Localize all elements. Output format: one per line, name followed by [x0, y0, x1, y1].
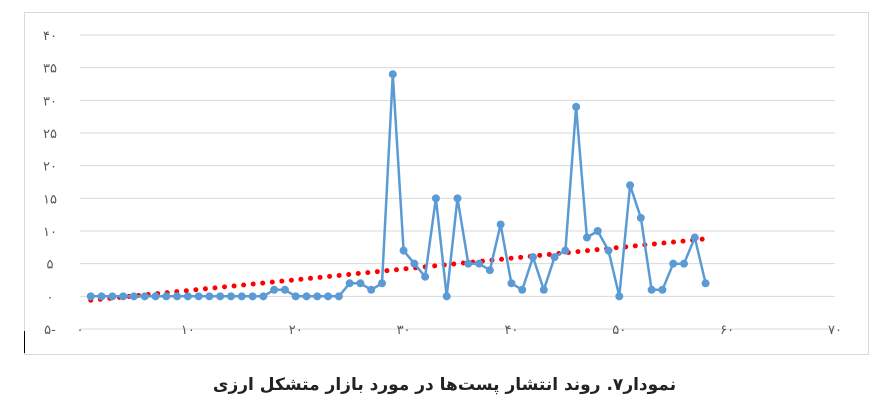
- data-point: [561, 246, 570, 255]
- y-tick-label: ۴۰: [43, 29, 57, 44]
- data-point: [669, 259, 678, 268]
- trendline: [88, 236, 709, 303]
- trendline-dotted: [88, 236, 709, 303]
- data-point: [410, 259, 419, 268]
- y-axis-ticks: ۵- ۰ ۵ ۱۰ ۱۵ ۲۰ ۲۵ ۳۰ ۳۵ ۴۰: [43, 29, 57, 338]
- x-tick-label: ۷۰: [828, 323, 842, 338]
- data-point: [388, 70, 397, 79]
- x-tick-label: ۳۰: [397, 323, 411, 338]
- x-tick-label: ۱۰: [181, 323, 195, 338]
- y-tick-label: ۲۰: [43, 160, 57, 175]
- data-point: [572, 102, 581, 111]
- data-point: [701, 279, 710, 288]
- data-point: [529, 253, 537, 262]
- data-point: [431, 194, 440, 203]
- x-axis-ticks: ۰ ۱۰ ۲۰ ۳۰ ۴۰ ۵۰ ۶۰ ۷۰: [77, 323, 842, 338]
- data-point: [636, 213, 645, 222]
- data-point: [140, 292, 149, 301]
- data-point: [119, 292, 128, 301]
- data-point: [582, 233, 591, 242]
- chart-frame: [24, 12, 869, 355]
- data-point: [485, 266, 494, 275]
- data-point: [86, 292, 95, 301]
- data-point: [690, 233, 699, 242]
- data-point: [680, 259, 688, 268]
- y-tick-label: ۳۰: [43, 94, 57, 109]
- y-tick-label: ۲۵: [43, 127, 57, 142]
- data-point: [442, 292, 451, 301]
- data-point: [507, 279, 516, 288]
- data-point: [475, 259, 484, 268]
- data-point: [334, 292, 343, 301]
- data-point: [367, 285, 376, 294]
- data-point: [496, 220, 505, 229]
- y-tick-label: ۵: [47, 258, 54, 273]
- y-tick-label: ۱۵: [43, 192, 57, 207]
- data-point: [270, 285, 279, 294]
- data-point: [604, 246, 613, 255]
- data-point: [399, 246, 408, 255]
- y-tick-label: ۰: [47, 290, 54, 305]
- data-point: [108, 292, 117, 301]
- data-point: [280, 285, 289, 294]
- x-tick-label: ۵۰: [612, 323, 626, 338]
- data-point: [647, 285, 656, 294]
- y-tick-label: ۱۰: [43, 225, 57, 240]
- data-point: [550, 253, 559, 262]
- data-point: [97, 292, 106, 301]
- x-tick-label: ۲۰: [289, 323, 303, 338]
- data-point: [464, 259, 473, 268]
- data-point: [453, 194, 462, 203]
- figure-caption: نمودار۷. روند انتشار پست‌ها در مورد بازا…: [212, 375, 677, 395]
- series-line: [90, 72, 707, 298]
- y-tick-label: ۳۵: [43, 62, 57, 77]
- data-point: [345, 279, 354, 288]
- data-point: [302, 292, 311, 301]
- data-point: [539, 285, 548, 294]
- data-point: [313, 292, 322, 301]
- x-tick-label: ۰: [77, 323, 84, 338]
- data-point: [356, 279, 365, 288]
- data-point: [129, 292, 138, 301]
- gridlines: [80, 34, 835, 330]
- data-point: [162, 292, 171, 301]
- data-point: [194, 292, 203, 301]
- data-point: [259, 292, 268, 301]
- data-point: [615, 292, 624, 301]
- data-point: [151, 292, 160, 301]
- data-point: [378, 279, 386, 288]
- data-point: [183, 292, 192, 301]
- data-point: [227, 292, 235, 301]
- data-point: [291, 292, 300, 301]
- data-point: [248, 292, 257, 301]
- data-point: [324, 292, 333, 301]
- data-point: [626, 181, 635, 190]
- text-cursor: [24, 331, 25, 353]
- x-tick-label: ۴۰: [504, 323, 518, 338]
- data-point: [173, 292, 182, 301]
- data-point: [518, 285, 527, 294]
- data-series: [86, 70, 710, 301]
- x-tick-label: ۶۰: [720, 323, 734, 338]
- data-point: [205, 292, 214, 301]
- y-tick-label: ۵-: [44, 323, 56, 338]
- data-point: [593, 227, 602, 235]
- data-point: [658, 285, 667, 294]
- data-point: [421, 272, 430, 281]
- data-point: [237, 292, 246, 301]
- data-point: [216, 292, 225, 301]
